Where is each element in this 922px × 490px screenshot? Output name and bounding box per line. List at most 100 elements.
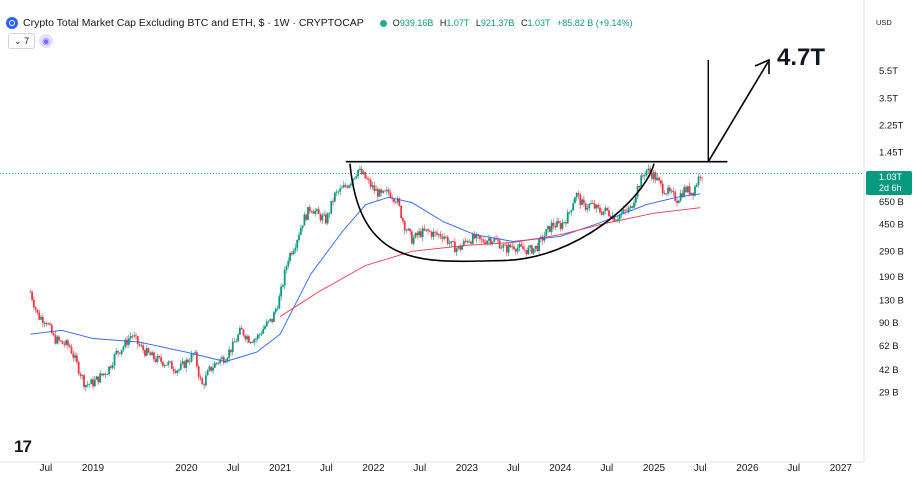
- candle-body: [79, 373, 82, 377]
- candle-body: [240, 328, 243, 330]
- y-tick-label-6: 450 B: [879, 219, 904, 230]
- candle-body: [652, 172, 655, 179]
- candle-body: [110, 366, 112, 368]
- candle-body: [421, 228, 424, 237]
- candle-body: [36, 309, 39, 313]
- candle-body: [242, 329, 245, 336]
- y-tick-label-7: 290 B: [879, 246, 904, 257]
- cup-curve[interactable]: [349, 163, 655, 263]
- candle-body: [507, 244, 510, 253]
- candle-body: [326, 213, 329, 224]
- candle-body: [591, 203, 594, 204]
- candle-body: [219, 359, 222, 363]
- indicators-row: ⌄ 7 ◉: [8, 33, 54, 49]
- candle-body: [617, 219, 619, 221]
- candle-body: [427, 229, 429, 231]
- candle-body: [608, 210, 610, 216]
- candle-body: [574, 197, 576, 204]
- tradingview-logo-icon[interactable]: 17: [14, 437, 32, 456]
- candle-body: [369, 180, 372, 187]
- candle-body: [226, 357, 229, 362]
- symbol-title[interactable]: Crypto Total Market Cap Excluding BTC an…: [23, 17, 364, 29]
- candle-body: [350, 183, 352, 186]
- candle-body: [538, 239, 540, 252]
- x-tick-label-0: Jul: [40, 463, 53, 474]
- candle-body: [522, 246, 524, 250]
- candle-body: [640, 175, 643, 187]
- candle-body: [160, 357, 162, 362]
- indicators-toggle-button[interactable]: ⌄ 7: [8, 33, 36, 49]
- candle-body: [685, 187, 687, 192]
- candle-body: [187, 359, 189, 363]
- x-tick-label-13: Jul: [694, 463, 707, 474]
- candle-body: [627, 207, 630, 212]
- candle-body: [296, 239, 299, 248]
- candle-body: [690, 192, 693, 195]
- high-label: H: [439, 18, 447, 28]
- candle-body: [145, 348, 148, 356]
- candles-series: [29, 164, 704, 392]
- candle-body: [290, 252, 293, 255]
- candle-body: [414, 232, 417, 238]
- candle-body: [70, 347, 73, 354]
- candle-body: [179, 363, 182, 370]
- candle-body: [527, 247, 530, 255]
- candle-body: [410, 231, 413, 244]
- candle-body: [441, 236, 444, 239]
- candle-body: [106, 374, 109, 375]
- target-label[interactable]: 4.7T: [777, 44, 826, 71]
- candle-body: [47, 323, 50, 325]
- candle-body: [319, 213, 322, 221]
- eye-icon[interactable]: ◉: [39, 34, 54, 48]
- candle-body: [206, 370, 209, 376]
- candle-body: [581, 199, 583, 205]
- candle-body: [378, 189, 381, 197]
- y-tick-label-10: 90 B: [879, 318, 899, 329]
- candle-body: [314, 210, 317, 214]
- candle-body: [599, 207, 601, 213]
- cryptocap-logo-icon: [6, 17, 18, 29]
- candle-body: [122, 346, 125, 350]
- candle-body: [688, 186, 691, 195]
- pattern-drawings[interactable]: [345, 58, 770, 263]
- market-status-icon[interactable]: [379, 19, 387, 27]
- candle-body: [367, 179, 370, 181]
- candle-body: [677, 200, 680, 203]
- target-arrow[interactable]: [707, 61, 769, 163]
- candle-body: [359, 168, 361, 170]
- candle-body: [586, 208, 589, 210]
- candle-body: [52, 333, 55, 336]
- currency-label[interactable]: USD: [876, 18, 892, 27]
- candle-body: [489, 238, 492, 244]
- candle-body: [699, 176, 702, 178]
- candle-body: [224, 361, 227, 363]
- close-label: C: [520, 18, 528, 28]
- candle-body: [629, 206, 632, 208]
- candle-body: [74, 355, 76, 358]
- close-value: 1.03T: [527, 18, 551, 28]
- candle-body: [622, 209, 625, 214]
- candle-body: [342, 184, 345, 188]
- candle-body: [488, 238, 490, 241]
- price-scale[interactable]: 5.5T 3.5T 2.25T 1.45T 650 B 450 B 290 B 190 B 13…: [879, 66, 904, 399]
- candle-body: [394, 201, 397, 203]
- candle-body: [68, 345, 71, 348]
- candle-body: [552, 222, 555, 227]
- candle-body: [625, 210, 628, 212]
- candle-body: [59, 340, 62, 342]
- candle-body: [31, 291, 33, 300]
- candle-body: [344, 184, 347, 187]
- candle-body: [588, 203, 591, 209]
- candle-body: [183, 361, 186, 368]
- candle-body: [255, 338, 257, 340]
- candle-body: [468, 241, 471, 243]
- candle-body: [360, 168, 363, 175]
- candle-body: [387, 189, 390, 193]
- candle-body: [604, 207, 607, 212]
- candle-body: [437, 234, 440, 235]
- low-value: 921.37B: [480, 18, 515, 28]
- candle-body: [498, 240, 501, 249]
- time-scale[interactable]: Jul 2019 2020 Jul 2021 Jul 2022 Jul 2023 Jul 2024 J…: [40, 463, 853, 474]
